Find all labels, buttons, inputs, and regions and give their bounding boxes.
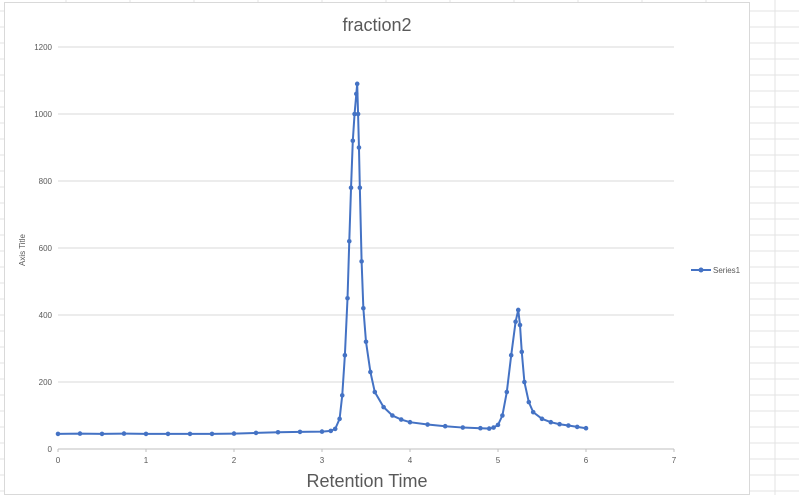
- series-point: [368, 369, 373, 375]
- series-point: [407, 419, 413, 425]
- series-point: [209, 431, 215, 437]
- series-point: [354, 81, 360, 87]
- series-point: [121, 431, 127, 436]
- series-point: [143, 431, 149, 437]
- series-point: [583, 425, 589, 431]
- series-point: [398, 417, 404, 422]
- series-point: [522, 379, 527, 385]
- series-point: [99, 431, 105, 437]
- series-point: [352, 111, 357, 117]
- series-point: [275, 429, 281, 435]
- series-point: [297, 429, 303, 435]
- x-tick-label: 5: [496, 456, 501, 465]
- y-axis-title: Axis Title: [18, 233, 27, 266]
- series-point: [557, 421, 562, 427]
- y-tick-label: 1000: [34, 110, 52, 119]
- series-point: [359, 259, 364, 264]
- series-point: [486, 426, 492, 431]
- series-point: [342, 352, 348, 358]
- series-point: [381, 404, 386, 410]
- series-point: [328, 428, 334, 434]
- series-point: [253, 430, 259, 436]
- x-axis-title: Retention Time: [306, 471, 427, 491]
- series-line: [57, 83, 587, 435]
- series-point: [357, 185, 363, 190]
- series-point: [504, 389, 510, 395]
- series-point: [390, 413, 395, 418]
- series-point: [517, 322, 523, 328]
- series-point: [345, 295, 350, 301]
- series-point: [355, 111, 361, 117]
- gridlines: [58, 46, 674, 383]
- series-point: [491, 425, 496, 430]
- series-point: [354, 91, 359, 97]
- series-point: [515, 307, 521, 313]
- series-point: [425, 422, 430, 427]
- series-point: [346, 239, 352, 244]
- x-axis-ticks: 0 1 2 3 4 5 6 7: [56, 449, 677, 465]
- series-point: [339, 393, 345, 398]
- series-point: [165, 431, 171, 437]
- y-axis-ticks: 0 200 400 600 800 1000 1200: [34, 43, 52, 454]
- y-tick-label: 200: [39, 378, 53, 387]
- series-point: [548, 419, 554, 425]
- series-point: [77, 431, 83, 436]
- series-point: [442, 423, 448, 429]
- series-point: [337, 416, 342, 422]
- series-point: [372, 389, 378, 395]
- series-point: [361, 306, 366, 311]
- y-tick-label: 600: [39, 244, 53, 253]
- series-point: [363, 339, 369, 345]
- series-point: [356, 145, 362, 150]
- series-point: [332, 426, 338, 432]
- series-point: [508, 352, 514, 358]
- series-point: [350, 138, 356, 144]
- series-point: [460, 425, 466, 430]
- y-tick-label: 1200: [34, 43, 52, 52]
- y-tick-label: 0: [48, 445, 53, 454]
- chart-area[interactable]: fraction2 0 200 400 600 800 1000 1200 0 1 2 3 4 5 6 7…: [4, 2, 750, 495]
- series-point: [478, 425, 483, 431]
- y-tick-label: 400: [39, 311, 53, 320]
- legend-label-series1: Series1: [713, 266, 741, 275]
- series-point: [574, 424, 580, 430]
- series-point: [566, 423, 571, 428]
- x-tick-label: 4: [408, 456, 413, 465]
- series-point: [187, 431, 193, 437]
- x-tick-label: 1: [144, 456, 149, 465]
- x-tick-label: 3: [320, 456, 325, 465]
- x-tick-label: 2: [232, 456, 237, 465]
- series-point: [55, 431, 61, 437]
- series-point: [495, 422, 501, 428]
- x-tick-label: 6: [584, 456, 589, 465]
- series-point: [513, 319, 518, 325]
- x-tick-label: 7: [672, 456, 677, 465]
- x-tick-label: 0: [56, 456, 61, 465]
- chart-title: fraction2: [342, 15, 411, 35]
- series-point: [539, 416, 545, 422]
- series-point: [530, 409, 536, 415]
- series-point: [519, 349, 525, 355]
- series-point: [231, 431, 237, 436]
- series-point: [500, 413, 505, 418]
- legend-marker-swatch: [698, 267, 704, 273]
- chart-svg: fraction2 0 200 400 600 800 1000 1200 0 1 2 3 4 5 6 7…: [18, 15, 741, 491]
- series-point: [526, 399, 532, 405]
- series-points: [55, 81, 589, 437]
- legend: Series1: [691, 266, 741, 275]
- series-point: [319, 429, 325, 434]
- series-point: [348, 185, 354, 190]
- y-tick-label: 800: [39, 177, 53, 186]
